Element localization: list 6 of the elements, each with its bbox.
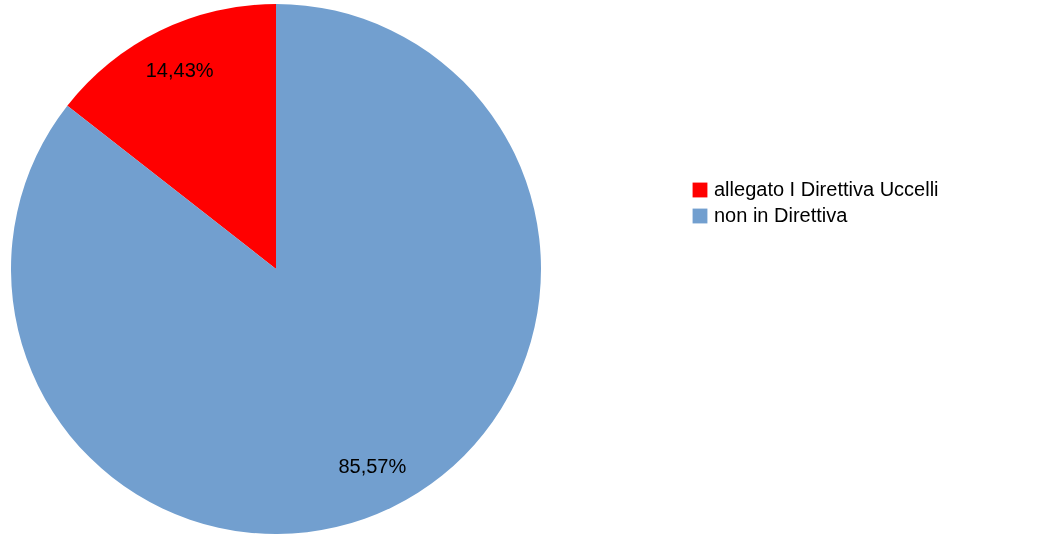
data-label: 14,43% xyxy=(145,59,214,82)
pie-slice xyxy=(11,4,541,534)
data-label: 85,57% xyxy=(338,454,407,477)
legend-label: allegato I Direttiva Uccelli xyxy=(714,178,939,200)
legend-label: non in Direttiva xyxy=(714,204,849,226)
pie-slice xyxy=(67,4,276,269)
